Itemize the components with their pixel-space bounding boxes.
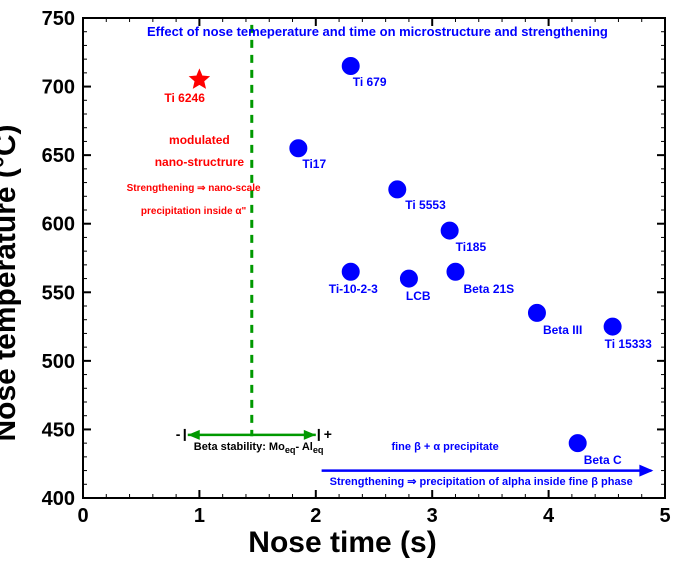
svg-text:3: 3 (427, 505, 438, 527)
svg-text:400: 400 (42, 488, 75, 510)
label-Ti-5553: Ti 5553 (405, 198, 445, 212)
point-LCB (400, 270, 417, 287)
svg-text:450: 450 (42, 419, 75, 441)
point-Ti-5553 (389, 181, 406, 198)
point-Ti185 (441, 222, 458, 239)
label-Beta-C: Beta C (584, 453, 622, 467)
label-Ti-10-2-3: Ti-10-2-3 (329, 282, 378, 296)
label-Ti-6246: Ti 6246 (164, 91, 204, 105)
strengthening-blue-label: Strengthening ⇒ precipitation of alpha i… (330, 475, 633, 488)
svg-text:650: 650 (42, 145, 75, 167)
red-annot-1: nano-structrure (155, 155, 244, 169)
svg-text:500: 500 (42, 351, 75, 373)
chart-title: Effect of nose temeperature and time on … (147, 24, 608, 39)
point-Beta-C (569, 435, 586, 452)
label-Ti-15333: Ti 15333 (605, 337, 652, 351)
svg-text:2: 2 (310, 505, 321, 527)
svg-text:700: 700 (42, 77, 75, 99)
svg-text:1: 1 (194, 505, 205, 527)
svg-text:600: 600 (42, 214, 75, 236)
beta-stability-label: Beta stability: Moeq- Aleq (194, 441, 324, 455)
point-Beta-III (528, 304, 545, 321)
point-Ti-679 (342, 58, 359, 75)
label-Ti-679: Ti 679 (353, 75, 387, 89)
point-Ti-10-2-3 (342, 263, 359, 280)
point-Ti-6246 (190, 70, 209, 88)
label-Ti185: Ti185 (456, 240, 486, 254)
label-LCB: LCB (406, 289, 431, 303)
fine-beta-alpha-label: fine β + α precipitate (391, 441, 498, 453)
point-Ti17 (290, 140, 307, 157)
label-Beta-21S: Beta 21S (463, 282, 514, 296)
red-annot-0: modulated (169, 133, 230, 147)
point-Ti-15333 (604, 318, 621, 335)
svg-text:550: 550 (42, 282, 75, 304)
point-Beta-21S (447, 263, 464, 280)
label-Ti17: Ti17 (302, 157, 326, 171)
svg-text:+: + (324, 426, 332, 442)
red-annot-3: precipitation inside α" (141, 206, 246, 217)
svg-text:4: 4 (543, 505, 555, 527)
svg-text:5: 5 (659, 505, 670, 527)
svg-text:0: 0 (77, 505, 88, 527)
label-Beta-III: Beta III (543, 323, 582, 337)
svg-text:-: - (176, 426, 181, 442)
red-annot-2: Strengthening ⇒ nano-scale (127, 183, 261, 194)
svg-text:750: 750 (42, 8, 75, 30)
